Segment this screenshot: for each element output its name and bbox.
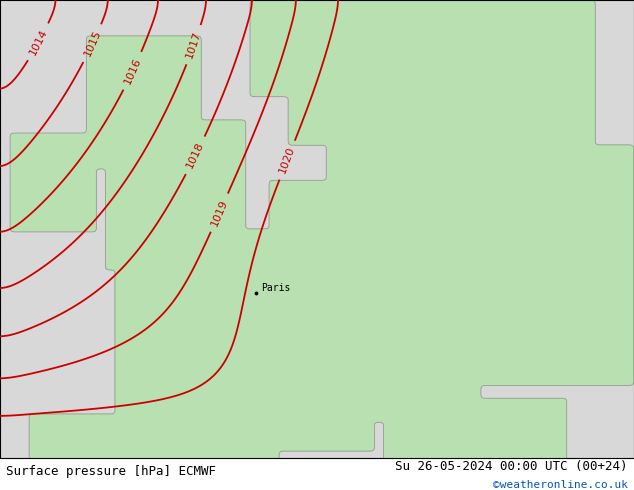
Text: Surface pressure [hPa] ECMWF: Surface pressure [hPa] ECMWF	[6, 465, 216, 478]
Text: 1017: 1017	[184, 30, 203, 60]
Text: ©weatheronline.co.uk: ©weatheronline.co.uk	[493, 480, 628, 490]
Text: 1018: 1018	[185, 141, 206, 170]
Text: 1016: 1016	[122, 56, 143, 86]
Text: Paris: Paris	[261, 283, 290, 293]
Text: 1020: 1020	[278, 145, 297, 175]
Text: Su 26-05-2024 00:00 UTC (00+24): Su 26-05-2024 00:00 UTC (00+24)	[395, 460, 628, 473]
Text: 1015: 1015	[82, 28, 103, 58]
Text: 1014: 1014	[28, 27, 49, 57]
Text: 1019: 1019	[209, 198, 230, 227]
